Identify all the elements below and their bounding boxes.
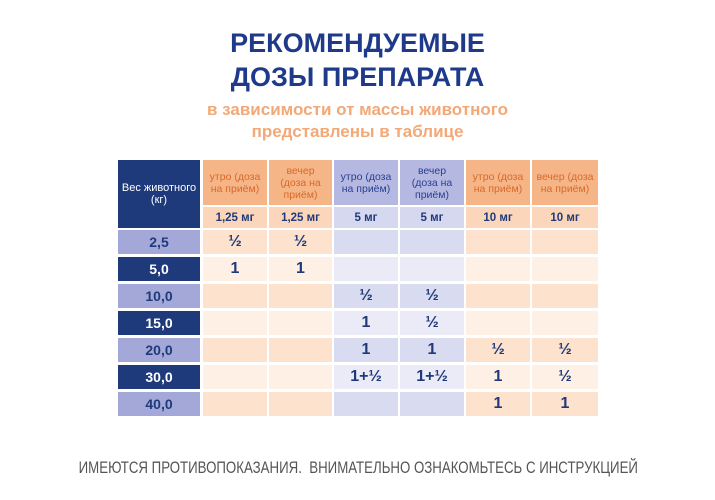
dose-cell	[203, 365, 267, 389]
weight-cell: 10,0	[118, 284, 200, 308]
dose-cell	[269, 311, 332, 335]
footer: ИМЕЮТСЯ ПРОТИВОПОКАЗАНИЯ. ВНИМАТЕЛЬНО ОЗ…	[78, 458, 638, 477]
dose-cell	[203, 338, 267, 362]
dose-cell: ½	[466, 338, 530, 362]
dose-cell: ½	[400, 284, 464, 308]
dose-header: 1,25 мг	[203, 207, 267, 228]
column-header: утро (доза на приём)	[203, 160, 267, 205]
dose-cell	[400, 392, 464, 416]
dose-cell: 1	[466, 365, 530, 389]
dose-cell: ½	[269, 230, 332, 254]
dose-cell: 1	[334, 338, 398, 362]
dose-header: 5 мг	[400, 207, 464, 228]
dose-cell	[334, 392, 398, 416]
dose-cell	[269, 392, 332, 416]
dose-cell	[334, 230, 398, 254]
dose-header: 5 мг	[334, 207, 398, 228]
corner-header: Вес животного (кг)	[118, 160, 200, 228]
column-header: вечер (доза на приём)	[532, 160, 598, 205]
dose-header: 10 мг	[466, 207, 530, 228]
dose-cell	[269, 338, 332, 362]
weight-cell: 30,0	[118, 365, 200, 389]
column-header: вечер (доза на приём)	[400, 160, 464, 205]
weight-cell: 40,0	[118, 392, 200, 416]
dose-cell: ½	[532, 365, 598, 389]
dose-cell: 1+½	[334, 365, 398, 389]
weight-cell: 5,0	[118, 257, 200, 281]
dose-header: 10 мг	[532, 207, 598, 228]
dose-cell	[466, 311, 530, 335]
dose-cell	[466, 257, 530, 281]
dose-cell: ½	[203, 230, 267, 254]
dose-cell	[532, 230, 598, 254]
column-header: вечер (доза на приём)	[269, 160, 332, 205]
dose-cell	[334, 257, 398, 281]
column-header: утро (доза на приём)	[334, 160, 398, 205]
dose-cell	[466, 284, 530, 308]
weight-cell: 15,0	[118, 311, 200, 335]
dose-header: 1,25 мг	[269, 207, 332, 228]
dose-cell: ½	[400, 311, 464, 335]
dose-cell: 1	[466, 392, 530, 416]
title-line: РЕКОМЕНДУЕМЫЕ	[230, 28, 485, 58]
title-line: ДОЗЫ ПРЕПАРАТА	[230, 62, 485, 92]
dose-cell	[466, 230, 530, 254]
dose-cell	[400, 230, 464, 254]
dose-cell: 1	[400, 338, 464, 362]
dose-cell	[532, 284, 598, 308]
dose-cell: 1	[532, 392, 598, 416]
dose-cell	[532, 311, 598, 335]
dose-cell	[269, 284, 332, 308]
dose-cell	[269, 365, 332, 389]
dose-cell: 1+½	[400, 365, 464, 389]
dose-cell	[203, 284, 267, 308]
dose-cell	[203, 311, 267, 335]
dose-cell	[400, 257, 464, 281]
dose-cell	[532, 257, 598, 281]
dose-cell: 1	[334, 311, 398, 335]
dose-cell: ½	[532, 338, 598, 362]
subtitle-line: в зависимости от массы животного	[206, 100, 508, 119]
subtitle-line: представлены в таблице	[251, 122, 464, 141]
dose-cell	[203, 392, 267, 416]
dose-cell: 1	[269, 257, 332, 281]
column-header: утро (доза на приём)	[466, 160, 530, 205]
dose-cell: 1	[203, 257, 267, 281]
weight-cell: 20,0	[118, 338, 200, 362]
weight-cell: 2,5	[118, 230, 200, 254]
dose-cell: ½	[334, 284, 398, 308]
